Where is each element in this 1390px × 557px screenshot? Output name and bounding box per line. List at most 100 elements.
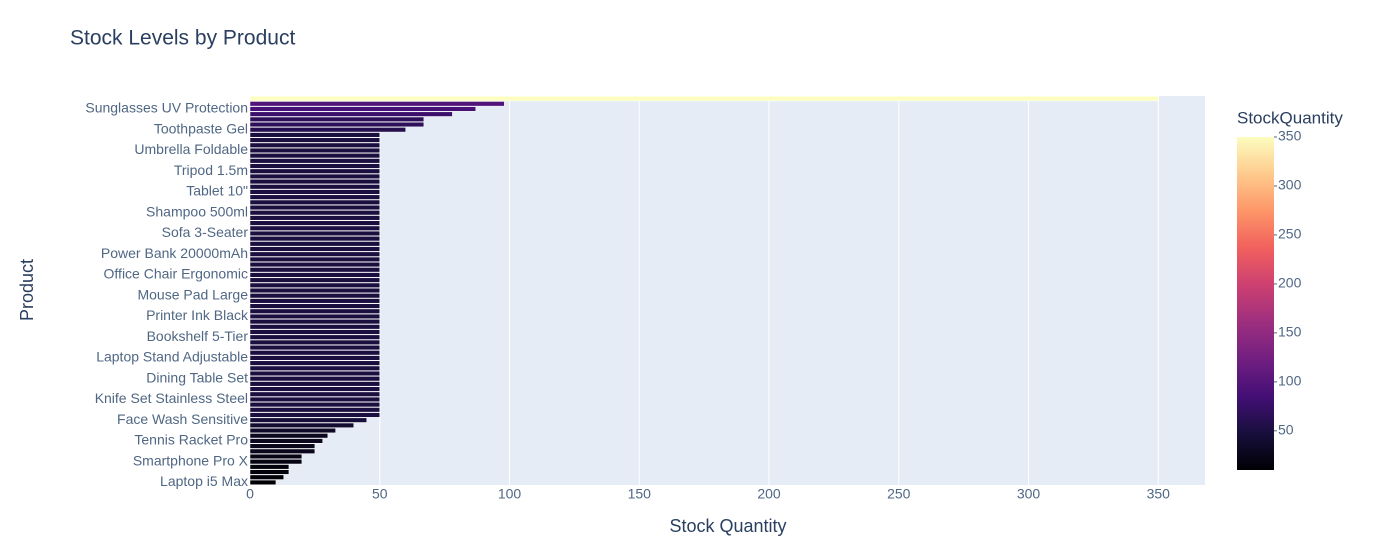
y-tick-label: Laptop i5 Max bbox=[160, 473, 248, 489]
bar bbox=[249, 137, 381, 143]
bar bbox=[249, 173, 381, 179]
bar bbox=[249, 396, 381, 403]
x-tick-label: 0 bbox=[246, 486, 254, 502]
bar bbox=[249, 479, 277, 485]
y-tick-label: Sofa 3-Seater bbox=[162, 224, 249, 240]
y-tick-label: Office Chair Ergonomic bbox=[104, 266, 248, 282]
y-tick-label: Smartphone Pro X bbox=[133, 452, 249, 468]
y-tick-label: Bookshelf 5-Tier bbox=[147, 328, 249, 344]
bar bbox=[249, 158, 381, 164]
bar bbox=[249, 474, 284, 480]
bar bbox=[249, 459, 303, 465]
x-tick-label: 150 bbox=[628, 486, 652, 502]
bar bbox=[249, 111, 453, 117]
colorbar-tick-label: 350 bbox=[1278, 128, 1302, 144]
bar bbox=[249, 241, 381, 247]
bar bbox=[249, 438, 323, 444]
bar bbox=[249, 412, 381, 418]
bar bbox=[249, 417, 368, 423]
y-tick-label: Toothpaste Gel bbox=[154, 120, 248, 136]
bar bbox=[249, 116, 425, 122]
colorbar bbox=[1237, 137, 1274, 470]
bar bbox=[249, 360, 381, 366]
y-tick-label: Shampoo 500ml bbox=[146, 203, 248, 219]
bar bbox=[249, 433, 329, 439]
bar bbox=[249, 178, 381, 185]
bar bbox=[249, 298, 381, 304]
bar bbox=[249, 204, 381, 211]
y-tick-label: Face Wash Sensitive bbox=[117, 411, 248, 427]
x-tick-label: 50 bbox=[372, 486, 388, 502]
y-tick-label: Dining Table Set bbox=[146, 369, 248, 385]
y-tick-label: Laptop Stand Adjustable bbox=[96, 349, 248, 365]
bar bbox=[249, 344, 381, 351]
y-axis-title: Product bbox=[17, 259, 37, 321]
bar bbox=[249, 225, 381, 231]
bar bbox=[249, 142, 381, 148]
bar bbox=[249, 106, 477, 112]
bar bbox=[249, 381, 381, 387]
y-tick-label: Umbrella Foldable bbox=[134, 141, 248, 157]
bar bbox=[249, 334, 381, 340]
colorbar-tick-label: 300 bbox=[1278, 177, 1302, 193]
bar bbox=[249, 464, 290, 470]
bar bbox=[249, 329, 381, 335]
bar bbox=[249, 308, 381, 314]
bar bbox=[249, 469, 290, 475]
bar bbox=[249, 163, 381, 169]
bar bbox=[249, 153, 381, 159]
bar bbox=[249, 443, 316, 449]
y-tick-label: Tripod 1.5m bbox=[174, 162, 248, 178]
bar bbox=[249, 391, 381, 397]
y-tick-label: Sunglasses UV Protection bbox=[85, 100, 248, 116]
colorbar-tick-label: 200 bbox=[1278, 275, 1302, 291]
bar bbox=[249, 215, 381, 221]
y-tick-label: Tablet 10" bbox=[186, 183, 248, 199]
bar bbox=[249, 267, 381, 273]
bar bbox=[249, 350, 381, 356]
bar bbox=[249, 386, 381, 392]
plot-area bbox=[250, 96, 1205, 485]
x-tick-label: 250 bbox=[887, 486, 911, 502]
bar bbox=[249, 184, 381, 190]
bar bbox=[249, 365, 381, 371]
bar bbox=[249, 448, 316, 454]
colorbar-tick-label: 50 bbox=[1278, 422, 1294, 438]
bar bbox=[249, 261, 381, 268]
bar bbox=[249, 324, 381, 330]
bar bbox=[249, 132, 381, 138]
y-tick-label: Tennis Racket Pro bbox=[134, 432, 248, 448]
colorbar-title: StockQuantity bbox=[1237, 108, 1343, 127]
bar bbox=[249, 230, 381, 237]
bar bbox=[249, 236, 381, 242]
bar bbox=[249, 168, 381, 174]
x-tick-label: 100 bbox=[498, 486, 522, 502]
bar bbox=[249, 189, 381, 195]
bar bbox=[249, 194, 381, 200]
bar bbox=[249, 220, 381, 226]
x-tick-label: 350 bbox=[1147, 486, 1171, 502]
bar bbox=[249, 101, 505, 107]
bar bbox=[249, 251, 381, 257]
bar bbox=[249, 319, 381, 325]
bar bbox=[249, 256, 381, 262]
bar bbox=[249, 453, 303, 460]
bar bbox=[249, 121, 425, 128]
y-tick-label: Printer Ink Black bbox=[146, 307, 249, 323]
bar bbox=[249, 427, 336, 434]
bar bbox=[249, 199, 381, 205]
bar bbox=[249, 246, 381, 252]
bar bbox=[249, 422, 355, 428]
y-tick-label: Knife Set Stainless Steel bbox=[95, 390, 248, 406]
bar bbox=[249, 282, 381, 288]
bar bbox=[249, 287, 381, 294]
chart-title: Stock Levels by Product bbox=[70, 27, 295, 50]
bar bbox=[249, 376, 381, 382]
x-tick-label: 300 bbox=[1017, 486, 1041, 502]
x-tick-label: 200 bbox=[757, 486, 781, 502]
bar bbox=[249, 272, 381, 278]
bar bbox=[249, 293, 381, 299]
y-tick-label: Mouse Pad Large bbox=[137, 286, 248, 302]
bar bbox=[249, 96, 1159, 102]
